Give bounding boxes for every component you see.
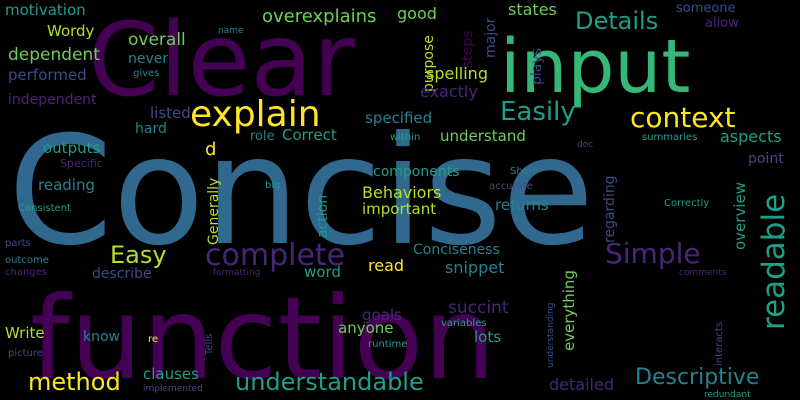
cloud-word: word (304, 263, 341, 281)
cloud-word: good (397, 4, 437, 23)
cloud-word: accurate (489, 181, 533, 192)
cloud-word: regarding (602, 175, 618, 243)
cloud-word: anyone (338, 319, 394, 337)
cloud-word: motivation (5, 1, 86, 19)
cloud-word: context (630, 101, 736, 134)
cloud-word: never (128, 51, 168, 67)
cloud-word: clauses (143, 365, 199, 383)
cloud-word: complete (205, 238, 345, 273)
cloud-word: Tells (204, 334, 215, 356)
cloud-word: parts (5, 238, 31, 249)
cloud-word: someone (676, 1, 736, 16)
cloud-word: point (748, 151, 784, 167)
cloud-word: important (362, 200, 436, 218)
cloud-word: Clear (88, 1, 355, 120)
cloud-word: Easy (110, 241, 167, 269)
cloud-word: purpose (421, 35, 437, 92)
cloud-word: understand (440, 127, 526, 145)
cloud-word: overview (731, 182, 749, 250)
cloud-word: exactly (420, 82, 478, 101)
cloud-word: Details (575, 7, 658, 35)
cloud-word: big (265, 180, 280, 191)
cloud-word: Simple (605, 237, 701, 270)
cloud-word: role (250, 129, 275, 144)
cloud-word: Easily (500, 97, 576, 127)
cloud-word: action (315, 195, 331, 238)
cloud-word: gives (133, 68, 159, 79)
cloud-word: succint (448, 298, 509, 318)
cloud-word: interacts (714, 322, 725, 366)
cloud-word: performed (8, 66, 87, 84)
cloud-word: steps (460, 30, 476, 68)
cloud-word: overexplains (262, 6, 376, 27)
cloud-word: Specific (60, 157, 103, 170)
cloud-word: formatting (213, 268, 260, 278)
cloud-word: runtime (368, 339, 407, 350)
cloud-word: re (148, 334, 158, 345)
cloud-word: Short (510, 166, 537, 177)
cloud-word: d (205, 139, 216, 160)
cloud-word: name (218, 26, 244, 36)
cloud-word: major (483, 17, 499, 58)
cloud-word: components (373, 164, 460, 180)
cloud-word: Behaviors (362, 183, 441, 202)
cloud-word: function (30, 272, 496, 400)
cloud-word: lots (474, 328, 501, 346)
cloud-word: implemented (143, 384, 203, 394)
cloud-word: redundant (704, 390, 751, 400)
cloud-word: outcome (5, 255, 49, 266)
cloud-word: understanding (546, 303, 556, 368)
cloud-word: Correctly (664, 198, 709, 209)
cloud-word: Concise (8, 105, 594, 279)
cloud-word: method (28, 368, 121, 396)
cloud-word: aspects (720, 127, 782, 146)
cloud-word: understandable (235, 368, 424, 396)
cloud-word: Consistent (18, 203, 71, 214)
cloud-word: explain (190, 94, 321, 135)
cloud-word: independent (8, 92, 97, 108)
cloud-word: dependent (8, 45, 100, 65)
cloud-word: Wordy (47, 22, 95, 40)
cloud-word: doc (577, 140, 593, 150)
cloud-word: specified (365, 109, 432, 127)
cloud-word: within (390, 132, 420, 143)
cloud-word: picture (8, 348, 43, 359)
cloud-word: spelling (426, 64, 488, 83)
cloud-word: everything (560, 270, 578, 351)
cloud-word: Correct (282, 126, 337, 144)
cloud-word: snippet (445, 258, 504, 277)
cloud-word: Descriptive (635, 365, 759, 390)
cloud-word: changes (5, 267, 47, 278)
cloud-word: reading (38, 176, 95, 194)
cloud-word: Write (5, 324, 45, 342)
cloud-word: input (500, 24, 690, 110)
cloud-word: comments (679, 268, 727, 278)
cloud-word: know (83, 329, 120, 345)
cloud-word: Generally (206, 178, 222, 245)
cloud-word: returns (495, 196, 549, 214)
cloud-word: overall (128, 30, 186, 50)
cloud-word: variables (441, 318, 487, 329)
cloud-word: detailed (549, 375, 614, 394)
cloud-word: allow (705, 16, 739, 31)
cloud-word: states (508, 0, 557, 19)
cloud-word: readable (756, 194, 792, 330)
cloud-word: plays (529, 48, 545, 85)
cloud-word: describe (92, 266, 152, 282)
cloud-word: hard (135, 121, 167, 137)
cloud-word: listed (150, 104, 191, 122)
cloud-word: outputs (43, 139, 100, 157)
cloud-word: summaries (642, 132, 697, 143)
cloud-word: goals (362, 306, 402, 324)
cloud-word: Conciseness (413, 242, 500, 258)
cloud-word: read (368, 256, 404, 275)
